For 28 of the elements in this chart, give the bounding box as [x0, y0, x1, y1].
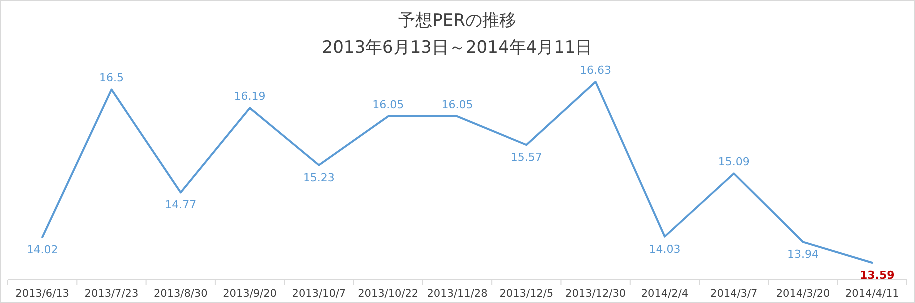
data-label: 16.19 — [234, 90, 266, 104]
data-label: 15.57 — [510, 151, 542, 164]
x-tick-label: 2013/9/20 — [223, 288, 277, 300]
x-tick-label: 2014/3/20 — [776, 288, 830, 300]
chart-title: 予想PERの推移 — [398, 11, 516, 31]
data-label: 14.03 — [649, 242, 681, 256]
data-label: 13.94 — [788, 248, 820, 262]
data-label: 16.05 — [372, 98, 404, 112]
data-label: 13.59 — [860, 269, 895, 282]
x-tick-label: 2013/12/30 — [566, 288, 626, 300]
x-tick-label: 2013/8/30 — [154, 288, 208, 300]
x-tick-label: 2013/7/23 — [84, 288, 139, 300]
x-tick-label: 2013/11/28 — [427, 288, 488, 300]
x-tick-label: 2013/10/7 — [292, 288, 346, 300]
x-tick-label: 2013/10/22 — [358, 288, 419, 300]
data-label: 16.05 — [442, 98, 474, 112]
data-label: 16.63 — [580, 64, 612, 77]
x-tick-label: 2014/3/7 — [710, 288, 758, 300]
x-tick-label: 2013/12/5 — [500, 288, 554, 300]
data-label: 14.02 — [26, 243, 58, 256]
data-label: 16.5 — [99, 72, 124, 85]
x-tick-label: 2013/6/13 — [16, 288, 70, 300]
x-tick-label: 2014/4/11 — [846, 288, 900, 300]
x-tick-label: 2014/2/4 — [641, 288, 689, 300]
data-label: 14.77 — [165, 198, 197, 212]
chart-subtitle: 2013年6月13日～2014年4月11日 — [322, 38, 593, 58]
data-label: 15.23 — [303, 171, 335, 184]
data-label: 15.09 — [718, 156, 750, 169]
